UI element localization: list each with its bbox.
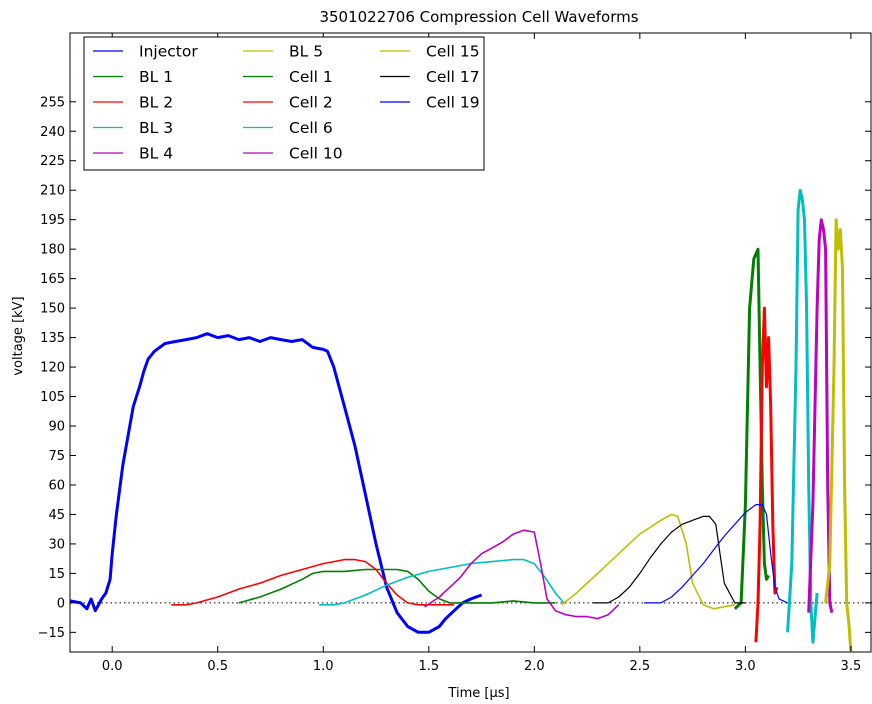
legend-label: Cell 15 (426, 43, 480, 61)
x-tick-label: 2.0 (524, 659, 545, 674)
y-tick-label: 45 (48, 508, 65, 523)
series-line-0 (70, 332, 483, 634)
y-tick-label: 60 (48, 478, 65, 493)
series-layer (70, 188, 853, 652)
legend-label: Cell 2 (289, 94, 333, 112)
x-axis-ticks: 0.0 0.5 1.0 1.5 2.0 2.5 3.0 3.5 (102, 33, 861, 674)
y-tick-label: 240 (40, 125, 65, 140)
legend-label: BL 4 (139, 145, 173, 163)
series-line-7 (754, 306, 779, 643)
x-tick-label: 0.5 (207, 659, 228, 674)
y-tick-label: 105 (40, 390, 65, 405)
x-tick-label: 1.0 (313, 659, 334, 674)
y-tick-label: 120 (40, 361, 65, 376)
legend: Injector BL 1 BL 2 BL 3 BL 4 BL 5 Cell 1 Cell 2… (83, 36, 485, 171)
series-line-8 (786, 188, 819, 644)
y-tick-label: 225 (40, 154, 65, 169)
plot-area: 0.0 0.5 1.0 1.5 2.0 2.5 3.0 3.5 −15 0 15 30 45 60 75 9… (38, 32, 872, 674)
legend-label: Injector (139, 43, 198, 61)
legend-box (83, 36, 485, 171)
y-tick-label: 135 (40, 331, 65, 346)
x-tick-label: 1.5 (418, 659, 439, 674)
y-axis-ticks: −15 0 15 30 45 60 75 90 105 120 135 150 165 180 195 210… (38, 95, 871, 641)
series-line-4 (424, 529, 620, 620)
legend-label: Cell 17 (426, 68, 480, 86)
y-tick-label: −15 (38, 626, 65, 641)
legend-label: Cell 19 (426, 94, 480, 112)
x-tick-label: 0.0 (102, 659, 123, 674)
x-tick-label: 2.5 (629, 659, 650, 674)
y-tick-label: 0 (57, 596, 65, 611)
legend-label: Cell 1 (289, 68, 333, 86)
series-line-3 (319, 558, 565, 606)
y-tick-label: 195 (40, 213, 65, 228)
legend-label: Cell 6 (289, 119, 333, 137)
plot-frame (69, 32, 872, 653)
legend-label: BL 1 (139, 68, 173, 86)
series-line-12 (644, 504, 788, 604)
legend-label: BL 2 (139, 94, 173, 112)
series-line-11 (593, 515, 746, 604)
y-tick-label: 90 (48, 420, 65, 435)
series-line-1 (238, 568, 556, 604)
legend-label: BL 3 (139, 119, 173, 137)
series-line-10 (824, 218, 853, 652)
y-tick-label: 165 (40, 272, 65, 287)
y-tick-label: 15 (48, 567, 65, 582)
y-tick-label: 30 (48, 537, 65, 552)
x-tick-label: 3.0 (735, 659, 756, 674)
series-line-6 (733, 247, 770, 610)
chart-title: 3501022706 Compression Cell Waveforms (319, 8, 638, 26)
y-tick-label: 150 (40, 302, 65, 317)
series-line-5 (561, 513, 735, 610)
y-tick-label: 210 (40, 184, 65, 199)
y-tick-label: 180 (40, 243, 65, 258)
y-axis-label: voltage [kV] (11, 296, 26, 375)
legend-label: BL 5 (289, 43, 323, 61)
y-tick-label: 75 (48, 449, 65, 464)
series-line-2 (171, 558, 455, 606)
x-axis-label: Time [μs] (447, 686, 509, 701)
x-tick-label: 3.5 (841, 659, 862, 674)
legend-label: Cell 10 (289, 145, 343, 163)
y-tick-label: 255 (40, 95, 65, 110)
